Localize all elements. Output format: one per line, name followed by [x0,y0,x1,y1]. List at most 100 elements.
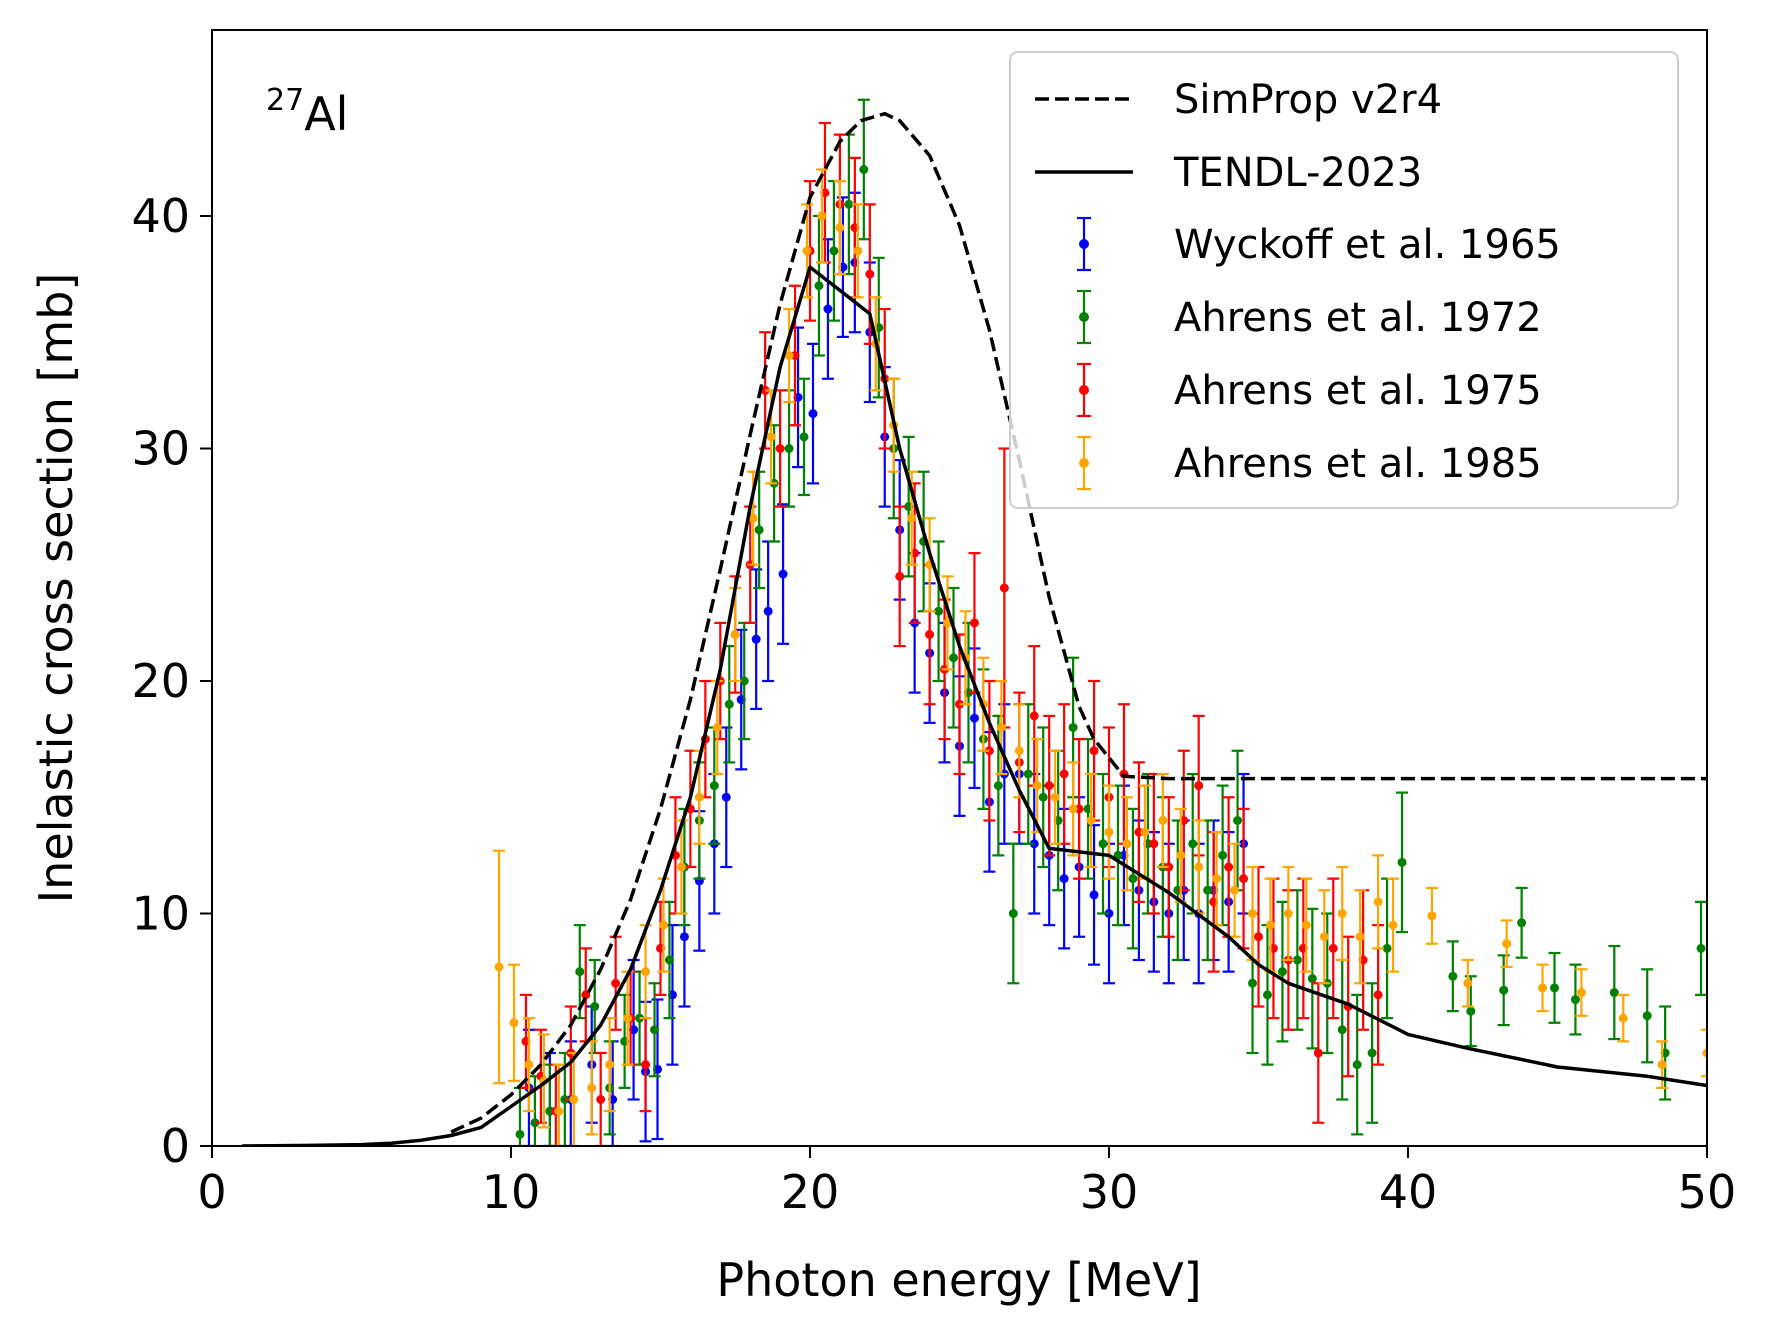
data-point [1203,885,1213,895]
y-axis: 0 10 20 30 40 [131,189,212,1173]
data-point [808,409,818,419]
data-point [829,246,839,256]
data-point [721,792,731,802]
data-point [569,1095,579,1104]
data-point [1576,988,1586,998]
data-point [1427,911,1437,921]
data-point [1618,1013,1628,1023]
y-tick-label: 30 [131,422,190,476]
data-point [1194,862,1204,872]
x-tick-label: 50 [1678,1165,1737,1219]
data-point [1233,816,1243,825]
plot-area [241,98,1707,1146]
data-point [1086,816,1096,825]
x-axis-label: Photon energy [MeV] [716,1253,1201,1307]
data-point [1248,978,1258,988]
data-point [1352,1060,1362,1070]
data-point [712,723,722,732]
data-point [1313,1048,1323,1058]
data-point [605,1060,615,1070]
data-point [1188,839,1198,849]
data-point [1104,827,1114,837]
data-point [1466,1006,1476,1016]
legend-label: Ahrens et al. 1985 [1174,441,1542,487]
data-point [1696,943,1706,953]
y-tick-label: 0 [161,1119,190,1173]
data-point [1122,839,1132,849]
y-tick-label: 20 [131,654,190,708]
data-point [575,967,585,977]
data-point [596,1095,606,1104]
data-point [1050,792,1060,802]
nucleus-mass-number: 27 [266,83,304,118]
data-point [1089,890,1099,900]
data-point [925,630,935,639]
data-point [1388,920,1398,930]
data-point [784,444,794,453]
data-point [1158,816,1168,825]
data-point [993,781,1003,791]
data-point [623,1013,633,1023]
data-point [802,246,812,256]
data-point [799,432,809,442]
legend-marker [1079,458,1089,468]
data-point [823,304,833,314]
data-point [778,569,788,579]
data-point [1702,1048,1707,1058]
data-point [1657,1060,1667,1070]
data-point [1212,874,1222,884]
data-point [1044,781,1054,791]
data-point [1032,781,1042,791]
data-point [664,955,674,965]
data-point [1397,857,1407,867]
data-point [1014,746,1024,756]
data-point [1328,943,1338,953]
data-point [1499,985,1509,995]
data-point [1224,862,1234,872]
data-point [1307,974,1317,984]
data-point [844,199,854,209]
data-point [1262,990,1272,1000]
x-axis: 0 10 20 30 40 50 [197,1146,1736,1219]
data-point [1194,781,1204,791]
data-point [1239,874,1249,884]
data-point [1609,988,1619,998]
x-tick-label: 30 [1080,1165,1139,1219]
data-point [766,432,776,442]
data-point [1373,897,1383,907]
x-tick-label: 10 [482,1165,541,1219]
data-point [494,962,504,972]
data-point [1292,955,1302,965]
data-point [694,792,704,802]
data-point [1265,920,1275,930]
data-point [754,525,764,535]
series-4 [493,168,1707,1146]
data-point [1140,827,1150,837]
data-point [1029,711,1039,721]
data-point [1538,983,1548,993]
data-point [817,211,827,221]
data-point [581,990,591,1000]
data-point [1382,943,1392,953]
data-point [1128,874,1138,884]
nucleus-symbol: Al [304,87,348,141]
data-point [775,444,785,453]
data-point [650,1025,660,1035]
data-point [1277,967,1287,977]
data-point [1355,932,1365,942]
data-point [709,781,719,791]
data-point [1008,909,1018,918]
data-point [641,967,651,977]
data-point [1283,909,1293,918]
data-point [724,699,734,709]
legend-label: Ahrens et al. 1972 [1174,295,1542,341]
data-point [1463,978,1473,988]
y-tick-label: 10 [131,887,190,941]
data-point [730,630,740,639]
data-point [1068,723,1078,732]
data-point [1149,839,1159,849]
data-point [763,606,773,616]
data-point [524,1060,534,1070]
data-point [509,1018,519,1028]
